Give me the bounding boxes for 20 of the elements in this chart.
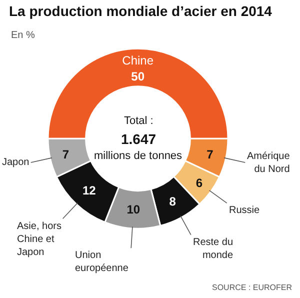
data-label: 10: [126, 202, 140, 217]
slice-label: Chine: [122, 54, 154, 68]
data-label: 6: [196, 176, 203, 190]
text: Total :: [124, 115, 154, 127]
slice-label: Amérique du Nord: [247, 151, 290, 175]
slice-label: Union européenne: [75, 250, 129, 274]
data-label: 7: [206, 148, 214, 162]
data-label: 7: [62, 148, 70, 162]
data-label: 50: [131, 69, 145, 84]
chart-subtitle: En %: [11, 30, 36, 41]
text: millions de tonnes: [94, 150, 183, 162]
slice-label: Russie: [229, 205, 260, 216]
chart-title: La production mondiale d’acier en 2014: [9, 2, 272, 19]
slice-label: Reste du monde: [193, 237, 234, 261]
data-label: 12: [82, 183, 96, 198]
text: 1.647: [121, 131, 156, 147]
data-label: 8: [169, 194, 176, 209]
source-note: SOURCE : EUROFER: [212, 283, 292, 292]
slice-label: Asie, hors Chine et Japon: [17, 221, 62, 258]
slice-label: Japon: [2, 157, 30, 168]
